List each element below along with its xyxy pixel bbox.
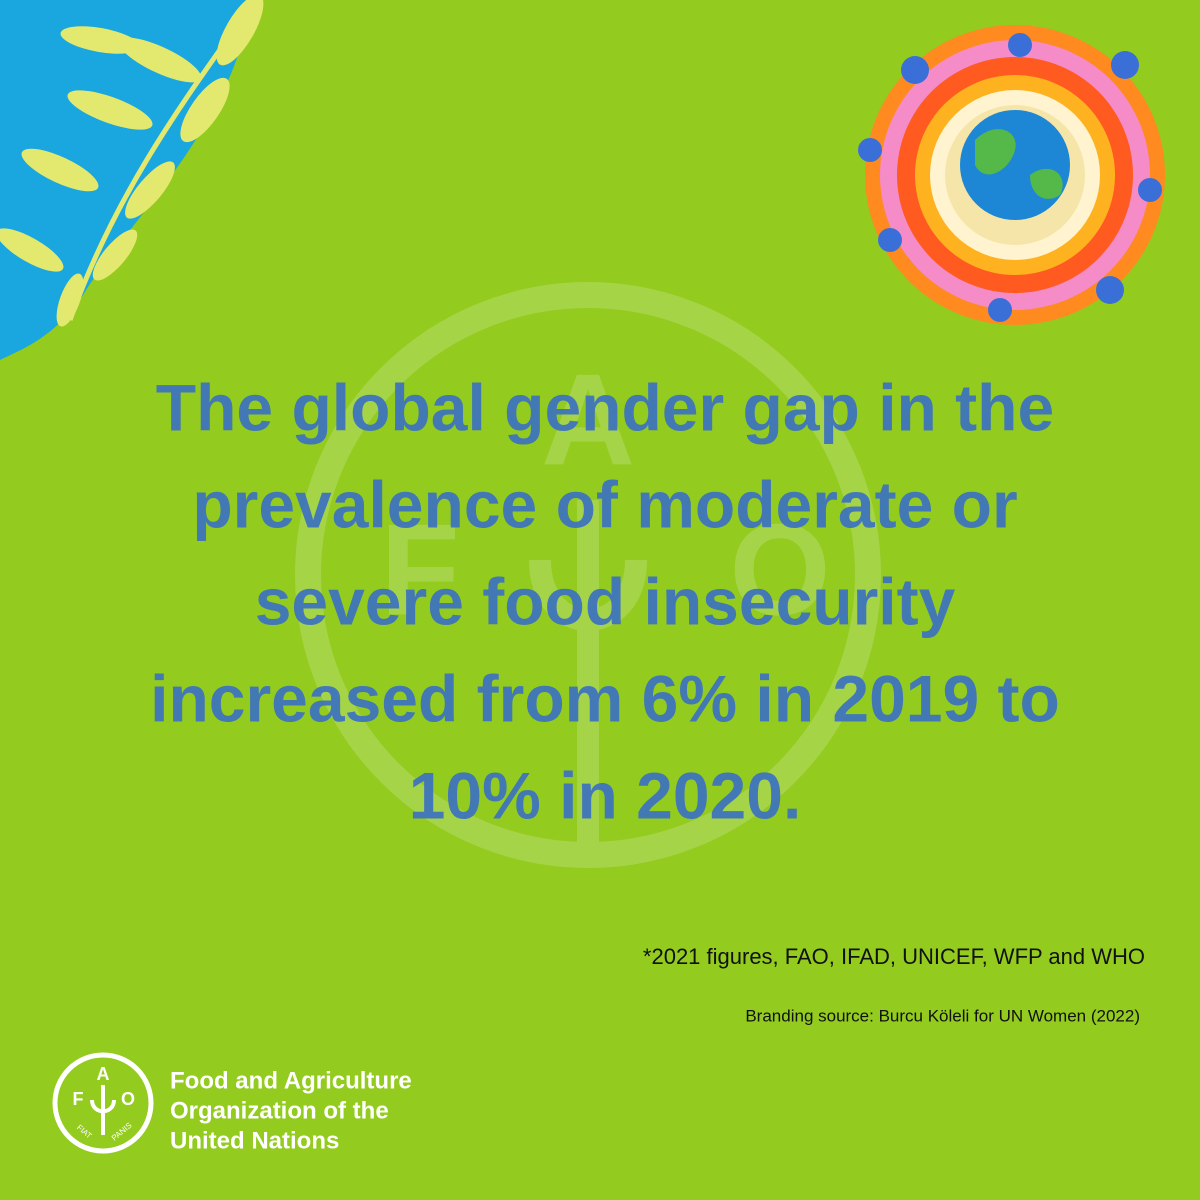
logo-letter: A xyxy=(97,1064,110,1084)
branding-note: Branding source: Burcu Köleli for UN Wom… xyxy=(745,1006,1140,1025)
organization-line: Food and Agriculture xyxy=(170,1067,412,1094)
headline-line: The global gender gap in the xyxy=(156,370,1054,444)
logo-letter: O xyxy=(121,1089,135,1109)
watermark-letters: F A O xyxy=(380,346,830,642)
watermark-letter: A xyxy=(541,346,635,492)
organization-name: Food and Agriculture Organization of the U… xyxy=(170,1067,412,1154)
source-note: *2021 figures, FAO, IFAD, UNICEF, WFP an… xyxy=(643,944,1145,969)
globe-illustration xyxy=(858,25,1165,325)
leaf-branch xyxy=(0,0,264,327)
headline: The global gender gap in the prevalence o… xyxy=(150,370,1060,832)
organization-line: United Nations xyxy=(170,1127,339,1154)
headline-line: 10% in 2020. xyxy=(409,758,802,832)
fao-logo: F A O FIAT PANIS Food and AgricultureOrg… xyxy=(52,1052,412,1154)
logo-letter: F xyxy=(73,1089,84,1109)
headline-line: increased from 6% in 2019 to xyxy=(150,661,1060,735)
watermark-logo xyxy=(295,282,881,868)
watermark-letter: F xyxy=(380,496,459,642)
watermark-letter: O xyxy=(729,496,830,642)
organization-line: Organization of the xyxy=(170,1097,389,1124)
logo-ring xyxy=(52,1052,154,1154)
headline-line: prevalence of moderate or xyxy=(192,467,1017,541)
headline-line: severe food insecurity xyxy=(255,564,956,638)
logo-wheat xyxy=(90,1085,116,1135)
blue-blob xyxy=(0,0,250,360)
